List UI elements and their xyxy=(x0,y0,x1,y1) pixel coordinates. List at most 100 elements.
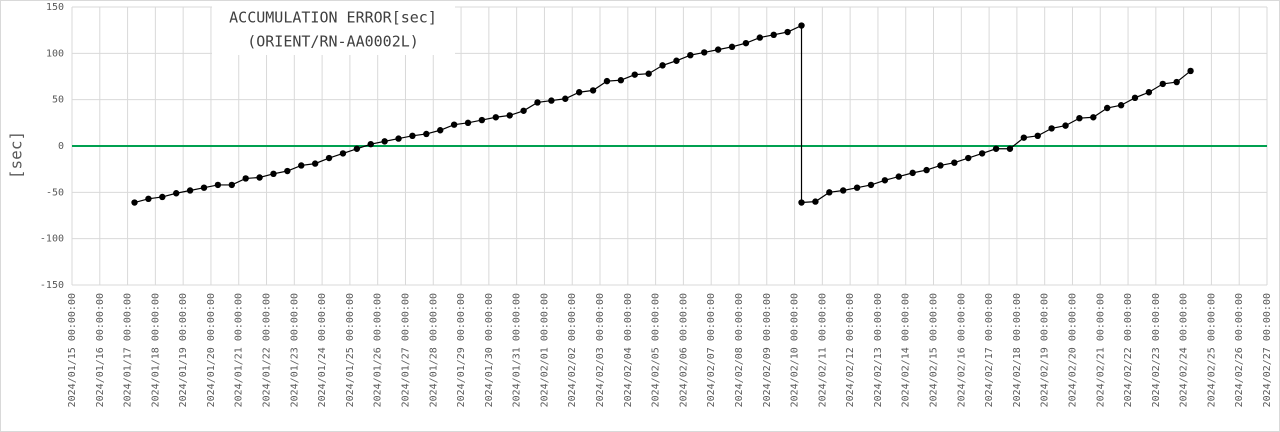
x-tick-label: 2024/02/23 00:00:00 xyxy=(1151,293,1162,407)
data-point xyxy=(450,121,458,128)
data-point xyxy=(270,170,277,177)
y-tick-label: 100 xyxy=(46,48,64,59)
x-tick-label: 2024/02/10 00:00:00 xyxy=(790,293,801,407)
data-point xyxy=(784,28,791,36)
x-tick-label: 2024/01/23 00:00:00 xyxy=(289,293,300,407)
data-point xyxy=(701,49,708,56)
x-tick-label: 2024/02/01 00:00:00 xyxy=(539,293,550,407)
data-point xyxy=(895,173,902,180)
x-tick-label: 2024/02/09 00:00:00 xyxy=(762,293,773,407)
data-point xyxy=(311,160,319,167)
data-point xyxy=(186,187,194,194)
data-point xyxy=(937,162,944,169)
x-tick-label: 2024/02/18 00:00:00 xyxy=(1012,293,1023,407)
x-tick-label: 2024/01/24 00:00:00 xyxy=(317,293,328,407)
data-point xyxy=(1117,102,1125,109)
x-tick-label: 2024/02/27 00:00:00 xyxy=(1262,293,1273,407)
data-point xyxy=(1159,80,1166,88)
data-point xyxy=(756,34,764,41)
x-tick-label: 2024/02/16 00:00:00 xyxy=(956,293,967,407)
y-tick-label: 150 xyxy=(46,2,64,13)
data-point xyxy=(923,166,930,174)
data-point xyxy=(798,22,805,29)
x-tick-label: 2024/02/14 00:00:00 xyxy=(901,293,912,407)
x-tick-label: 2024/01/20 00:00:00 xyxy=(206,293,217,407)
x-tick-label: 2024/02/11 00:00:00 xyxy=(817,293,828,407)
data-point xyxy=(659,62,666,69)
data-point xyxy=(687,51,694,59)
data-point xyxy=(1187,67,1194,75)
data-point xyxy=(1006,145,1014,152)
data-point xyxy=(1034,132,1041,140)
x-tick-label: 2024/01/15 00:00:00 xyxy=(67,293,78,407)
data-point xyxy=(1048,125,1055,132)
data-point xyxy=(478,116,486,124)
data-point xyxy=(145,195,152,203)
data-point xyxy=(409,132,416,140)
chart-subtitle: (ORIENT/RN-AA0002L) xyxy=(247,33,419,51)
x-tick-label: 2024/02/15 00:00:00 xyxy=(929,293,940,407)
x-tick-label: 2024/01/31 00:00:00 xyxy=(512,293,523,407)
x-tick-label: 2024/02/17 00:00:00 xyxy=(984,293,995,407)
x-tick-label: 2024/01/19 00:00:00 xyxy=(178,293,189,407)
y-tick-label: -100 xyxy=(40,234,64,245)
data-point xyxy=(1090,114,1097,121)
x-tick-label: 2024/02/24 00:00:00 xyxy=(1179,293,1190,407)
data-point xyxy=(520,107,527,114)
data-point xyxy=(965,154,972,162)
data-point xyxy=(742,39,750,47)
x-tick-label: 2024/02/25 00:00:00 xyxy=(1206,293,1217,407)
data-point xyxy=(534,99,541,106)
data-point xyxy=(1062,122,1069,129)
y-tick-label: -150 xyxy=(40,280,64,291)
data-point xyxy=(423,130,430,138)
data-point xyxy=(367,140,374,148)
data-point xyxy=(826,189,833,196)
data-point xyxy=(1076,115,1083,122)
data-point xyxy=(589,87,597,94)
x-tick-label: 2024/02/03 00:00:00 xyxy=(595,293,606,407)
data-point xyxy=(770,31,777,38)
data-point xyxy=(228,181,235,189)
data-point xyxy=(603,77,611,85)
x-tick-label: 2024/01/26 00:00:00 xyxy=(373,293,384,407)
data-point xyxy=(839,187,847,194)
data-point xyxy=(339,150,347,157)
x-tick-label: 2024/01/17 00:00:00 xyxy=(123,293,134,407)
x-tick-label: 2024/02/19 00:00:00 xyxy=(1040,293,1051,407)
data-point xyxy=(464,119,472,127)
x-tick-label: 2024/01/30 00:00:00 xyxy=(484,293,495,407)
data-point xyxy=(881,177,889,184)
data-point xyxy=(159,193,166,201)
x-tick-label: 2024/01/22 00:00:00 xyxy=(262,293,273,407)
title-box xyxy=(212,5,455,55)
data-point xyxy=(242,175,249,182)
x-tick-label: 2024/01/18 00:00:00 xyxy=(150,293,161,407)
data-point xyxy=(1104,104,1111,112)
x-tick-label: 2024/01/25 00:00:00 xyxy=(345,293,356,407)
data-point xyxy=(173,190,180,197)
x-tick-label: 2024/01/27 00:00:00 xyxy=(400,293,411,407)
data-point xyxy=(353,145,361,152)
data-point xyxy=(1020,134,1028,141)
data-point xyxy=(298,162,305,169)
x-tick-label: 2024/02/06 00:00:00 xyxy=(678,293,689,407)
data-point xyxy=(645,70,652,77)
data-point xyxy=(325,154,333,162)
data-point xyxy=(562,95,569,102)
x-tick-label: 2024/02/21 00:00:00 xyxy=(1095,293,1106,407)
data-point xyxy=(284,167,291,175)
data-point xyxy=(506,112,513,119)
data-point xyxy=(437,127,444,134)
data-point xyxy=(978,150,986,157)
x-tick-label: 2024/02/22 00:00:00 xyxy=(1123,293,1134,407)
y-tick-label: -50 xyxy=(46,187,64,198)
data-point xyxy=(631,71,638,78)
x-tick-label: 2024/02/02 00:00:00 xyxy=(567,293,578,407)
data-point xyxy=(575,89,583,96)
data-point xyxy=(867,181,875,189)
plot xyxy=(131,22,1194,206)
